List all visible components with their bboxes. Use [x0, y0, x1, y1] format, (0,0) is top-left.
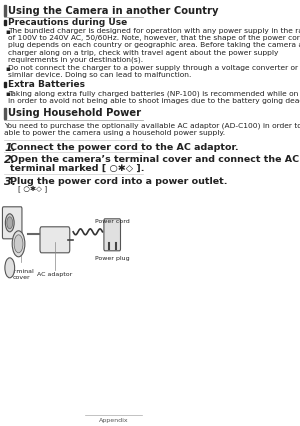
FancyBboxPatch shape	[104, 219, 121, 251]
Text: 1.: 1.	[4, 143, 16, 153]
Text: able to power the camera using a household power supply.: able to power the camera using a househo…	[4, 130, 225, 136]
Text: charger along on a trip, check with travel agent about the power supply: charger along on a trip, check with trav…	[8, 49, 279, 56]
Bar	[4, 108, 6, 119]
Text: terminal marked [ ○✱◇ ].: terminal marked [ ○✱◇ ].	[10, 164, 145, 173]
Text: AC adaptor: AC adaptor	[37, 272, 72, 277]
Text: Connect the power cord to the AC adaptor.: Connect the power cord to the AC adaptor…	[10, 143, 239, 152]
Text: Open the camera’s terminal cover and connect the AC adaptor to the: Open the camera’s terminal cover and con…	[10, 155, 300, 164]
Text: Appendix: Appendix	[99, 418, 129, 423]
Text: Power cord: Power cord	[95, 219, 130, 224]
Text: of 100V to 240V AC, 50/60Hz. Note, however, that the shape of the power cord: of 100V to 240V AC, 50/60Hz. Note, howev…	[8, 35, 300, 41]
Bar	[4, 82, 6, 87]
Circle shape	[12, 231, 25, 257]
Text: Do not connect the charger to a power supply through a voltage converter or: Do not connect the charger to a power su…	[8, 65, 298, 71]
Circle shape	[14, 235, 23, 253]
Circle shape	[7, 217, 13, 229]
FancyBboxPatch shape	[2, 207, 22, 239]
Text: Precautions during Use: Precautions during Use	[8, 18, 127, 27]
Circle shape	[5, 214, 14, 232]
Text: Extra Batteries: Extra Batteries	[8, 81, 85, 89]
Text: similar device. Doing so can lead to malfunction.: similar device. Doing so can lead to mal…	[8, 72, 192, 78]
Text: Power plug: Power plug	[95, 256, 130, 261]
Text: plug depends on each country or geographic area. Before taking the camera and: plug depends on each country or geograph…	[8, 43, 300, 49]
Text: You need to purchase the optionally available AC adaptor (AD-C100) in order to b: You need to purchase the optionally avai…	[4, 123, 300, 130]
Text: Taking along extra fully charged batteries (NP-100) is recommended while on a tr: Taking along extra fully charged batteri…	[8, 90, 300, 97]
FancyBboxPatch shape	[40, 227, 70, 253]
Text: Plug the power cord into a power outlet.: Plug the power cord into a power outlet.	[10, 177, 228, 186]
Text: Terminal
cover: Terminal cover	[8, 269, 34, 280]
Text: 3.: 3.	[4, 177, 16, 187]
Text: [ ○✱◇ ]: [ ○✱◇ ]	[18, 186, 47, 193]
Text: requirements in your destination(s).: requirements in your destination(s).	[8, 57, 143, 63]
Bar	[4, 5, 6, 16]
Text: ▪: ▪	[5, 29, 10, 35]
Text: Using the Camera in another Country: Using the Camera in another Country	[8, 6, 218, 15]
Text: 2.: 2.	[4, 155, 16, 165]
Bar	[4, 20, 6, 25]
Text: ▪: ▪	[5, 92, 10, 98]
Text: Using Household Power: Using Household Power	[8, 108, 141, 118]
Circle shape	[5, 258, 15, 278]
Text: The bundled charger is designed for operation with any power supply in the range: The bundled charger is designed for oper…	[8, 28, 300, 34]
Text: ▪: ▪	[5, 66, 10, 72]
Text: in order to avoid not being able to shoot images due to the battery going dead.: in order to avoid not being able to shoo…	[8, 98, 300, 104]
